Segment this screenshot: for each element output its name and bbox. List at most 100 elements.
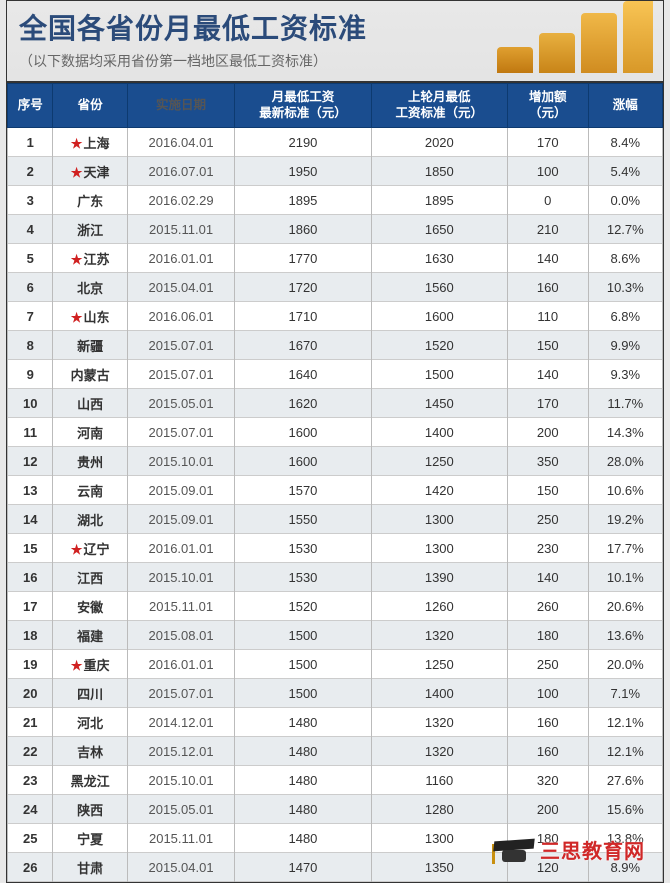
table-cell: 1350 [371,853,507,882]
table-cell: 250 [507,505,588,534]
table-row: 23黑龙江2015.10.011480116032027.6% [8,766,663,795]
table-cell: 28.0% [588,447,662,476]
table-cell: 1770 [235,244,371,273]
table-cell: 140 [507,244,588,273]
table-cell: 福建 [53,621,127,650]
table-row: 2★天津2016.07.01195018501005.4% [8,157,663,186]
table-cell: 1450 [371,389,507,418]
table-cell: 320 [507,766,588,795]
table-row: 12贵州2015.10.011600125035028.0% [8,447,663,476]
table-cell: 6.8% [588,302,662,331]
table-cell: 8.6% [588,244,662,273]
table-cell: 260 [507,592,588,621]
table-cell: 1320 [371,708,507,737]
table-cell: 甘肃 [53,853,127,882]
table-row: 19★重庆2016.01.011500125025020.0% [8,650,663,679]
table-cell: 1260 [371,592,507,621]
table-cell: 23 [8,766,53,795]
table-cell: 2015.11.01 [127,824,234,853]
table-cell: 10 [8,389,53,418]
table-cell: 1160 [371,766,507,795]
table-cell: 河南 [53,418,127,447]
table-cell: 12.1% [588,708,662,737]
table-cell: 1470 [235,853,371,882]
table-cell: 6 [8,273,53,302]
table-cell: 160 [507,708,588,737]
star-icon: ★ [71,165,83,180]
table-cell: 1320 [371,621,507,650]
table-cell: 1630 [371,244,507,273]
table-cell: 2015.05.01 [127,389,234,418]
table-cell: 110 [507,302,588,331]
table-cell: 2016.01.01 [127,650,234,679]
table-cell: 1720 [235,273,371,302]
table-row: 13云南2015.09.011570142015010.6% [8,476,663,505]
table-cell: 19 [8,650,53,679]
table-cell: 1860 [235,215,371,244]
minimum-wage-table: 序号省份实施日期月最低工资最新标准（元）上轮月最低工资标准（元）增加额（元）涨幅… [7,83,663,882]
table-cell: 陕西 [53,795,127,824]
table-cell: ★江苏 [53,244,127,273]
table-cell: 2016.06.01 [127,302,234,331]
table-cell: 1420 [371,476,507,505]
table-cell: 1300 [371,534,507,563]
table-cell: 1520 [371,331,507,360]
table-row: 7★山东2016.06.01171016001106.8% [8,302,663,331]
table-cell: 0 [507,186,588,215]
table-cell: 安徽 [53,592,127,621]
star-icon: ★ [71,542,83,557]
table-cell: 1895 [235,186,371,215]
table-cell: 2015.11.01 [127,592,234,621]
table-cell: 24 [8,795,53,824]
table-cell: 1280 [371,795,507,824]
table-cell: 13.8% [588,824,662,853]
table-cell: 200 [507,795,588,824]
table-cell: 12.1% [588,737,662,766]
table-cell: 350 [507,447,588,476]
table-cell: 2015.09.01 [127,476,234,505]
table-cell: 云南 [53,476,127,505]
table-cell: 1500 [235,679,371,708]
table-cell: 内蒙古 [53,360,127,389]
table-cell: 10.1% [588,563,662,592]
table-cell: 2016.01.01 [127,244,234,273]
table-cell: 5 [8,244,53,273]
table-cell: 新疆 [53,331,127,360]
table-cell: 100 [507,157,588,186]
table-cell: 2015.05.01 [127,795,234,824]
table-cell: 7 [8,302,53,331]
table-cell: 1710 [235,302,371,331]
table-cell: 1480 [235,737,371,766]
table-cell: 14 [8,505,53,534]
table-cell: 25 [8,824,53,853]
table-cell: 170 [507,389,588,418]
table-cell: 1530 [235,534,371,563]
table-row: 25宁夏2015.11.011480130018013.8% [8,824,663,853]
table-cell: 170 [507,128,588,157]
table-cell: 1390 [371,563,507,592]
table-cell: 15 [8,534,53,563]
table-cell: 12.7% [588,215,662,244]
table-cell: ★天津 [53,157,127,186]
table-cell: 2016.07.01 [127,157,234,186]
table-cell: 2015.04.01 [127,273,234,302]
column-header: 省份 [53,84,127,128]
table-row: 11河南2015.07.011600140020014.3% [8,418,663,447]
table-cell: 160 [507,273,588,302]
table-cell: 1 [8,128,53,157]
table-row: 15★辽宁2016.01.011530130023017.7% [8,534,663,563]
table-cell: 1550 [235,505,371,534]
table-cell: 2016.01.01 [127,534,234,563]
table-cell: 江西 [53,563,127,592]
table-row: 10山西2015.05.011620145017011.7% [8,389,663,418]
table-cell: 20.6% [588,592,662,621]
table-cell: 21 [8,708,53,737]
table-cell: ★重庆 [53,650,127,679]
header-band: 全国各省份月最低工资标准 （以下数据均采用省份第一档地区最低工资标准） [7,1,663,83]
table-cell: 1300 [371,505,507,534]
table-row: 17安徽2015.11.011520126026020.6% [8,592,663,621]
table-cell: 1850 [371,157,507,186]
table-cell: 1480 [235,766,371,795]
table-cell: 2015.10.01 [127,563,234,592]
table-cell: 16 [8,563,53,592]
